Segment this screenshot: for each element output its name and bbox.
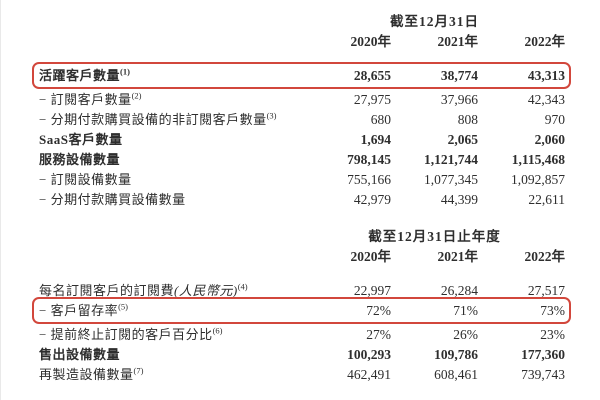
table-row-subscription-devices: − 訂閱設備數量 755,166 1,077,345 1,092,857 — [39, 170, 565, 190]
table-row-subscription-customers: − 訂閱客戶數量(2) 27,975 37,966 42,343 — [39, 90, 565, 110]
value-2020: 27% — [366, 327, 391, 342]
row-label: − 訂閱客戶數量(2) — [39, 90, 142, 107]
value-2021: 26% — [453, 327, 478, 342]
value-2020: 100,293 — [347, 347, 391, 362]
footnote-sup: (6) — [212, 325, 223, 336]
table-row-devices-in-service: 服務設備數量 798,145 1,121,744 1,115,468 — [39, 150, 565, 170]
value-2021: 44,399 — [440, 192, 478, 207]
value-2022: 1,092,857 — [511, 172, 565, 187]
table-row-remanufactured-devices: 再製造設備數量(7) 462,491 608,461 739,743 — [39, 365, 565, 385]
row-label: 活躍客戶數量(1) — [39, 66, 130, 83]
table1-year-headers: 2020年 2021年 2022年 — [39, 32, 566, 52]
row-label: 再製造設備數量(7) — [39, 365, 144, 382]
table2-period-header-row: 截至12月31日止年度 — [39, 227, 565, 247]
table2-year-2022: 2022年 — [524, 249, 566, 264]
value-2020: 28,655 — [353, 68, 391, 83]
value-2021: 1,121,744 — [424, 152, 478, 167]
value-2022: 1,115,468 — [511, 152, 565, 167]
value-2021: 2,065 — [447, 132, 478, 147]
value-2022: 23% — [540, 327, 565, 342]
value-2022: 739,743 — [521, 367, 565, 382]
row-label: SaaS客戶數量 — [39, 132, 123, 147]
row-label: − 客戶留存率(5) — [39, 301, 129, 318]
footnote-sup: (5) — [118, 301, 129, 312]
table-row-saas-customers: SaaS客戶數量 1,694 2,065 2,060 — [39, 130, 565, 150]
spacer — [39, 12, 304, 32]
value-2020: 27,975 — [353, 92, 391, 107]
value-2020: 42,979 — [353, 192, 391, 207]
value-2021: 608,461 — [434, 367, 478, 382]
table1-year-2020: 2020年 — [350, 34, 392, 49]
table-row-installment-non-subscription-customers: − 分期付款購買設備的非訂閱客戶數量(3) 680 808 970 — [39, 110, 565, 130]
footnote-sup: (4) — [237, 281, 248, 292]
table1-year-2021: 2021年 — [437, 34, 479, 49]
row-label: − 提前終止訂閱的客戶百分比(6) — [39, 325, 223, 342]
footnote-sup: (2) — [131, 90, 142, 101]
value-2022: 2,060 — [534, 132, 565, 147]
value-2020: 22,997 — [353, 283, 391, 298]
value-2022: 43,313 — [527, 68, 565, 83]
value-2021: 37,966 — [440, 92, 478, 107]
value-2022: 22,611 — [528, 192, 565, 207]
table2-year-2020: 2020年 — [350, 249, 392, 264]
table1-year-2022: 2022年 — [524, 34, 566, 49]
row-label: − 訂閱設備數量 — [39, 172, 132, 187]
spacer — [39, 32, 304, 52]
row-label: 服務設備數量 — [39, 152, 121, 167]
footnote-sup: (3) — [266, 110, 277, 121]
value-2022: 970 — [544, 112, 565, 127]
row-label: − 分期付款購買設備的非訂閱客戶數量(3) — [39, 110, 277, 127]
value-2020: 755,166 — [347, 172, 391, 187]
table-row-devices-sold: 售出設備數量 100,293 109,786 177,360 — [39, 345, 565, 365]
row-label: 每名訂閱客戶的訂閱費(人民幣元)(4) — [39, 281, 248, 298]
row-label-currency-note: (人民幣元) — [174, 283, 238, 298]
value-2022: 42,343 — [527, 92, 565, 107]
row-label: 售出設備數量 — [39, 347, 121, 362]
spacer — [39, 247, 304, 267]
value-2020: 680 — [370, 112, 391, 127]
row-label: − 分期付款購買設備數量 — [39, 192, 186, 207]
table-row-early-termination-percentage: − 提前終止訂閱的客戶百分比(6) 27% 26% 23% — [39, 325, 565, 345]
value-2021: 26,284 — [440, 283, 478, 298]
value-2021: 808 — [457, 112, 478, 127]
table-row-customer-retention-rate: − 客戶留存率(5) 72% 71% 73% — [32, 297, 571, 324]
value-2022: 177,360 — [521, 347, 565, 362]
table2-year-headers: 2020年 2021年 2022年 — [39, 247, 566, 267]
value-2020: 1,694 — [360, 132, 391, 147]
value-2022: 73% — [540, 303, 565, 318]
table2-year-2021: 2021年 — [437, 249, 479, 264]
value-2020: 72% — [366, 303, 391, 318]
value-2022: 27,517 — [527, 283, 565, 298]
value-2020: 462,491 — [347, 367, 391, 382]
value-2021: 71% — [453, 303, 478, 318]
value-2021: 38,774 — [440, 68, 478, 83]
value-2021: 109,786 — [434, 347, 478, 362]
footnote-sup: (7) — [133, 365, 144, 376]
table1-period-header-row: 截至12月31日 — [39, 12, 565, 32]
table2-period-header: 截至12月31日止年度 — [368, 229, 501, 244]
table-row-active-customers: 活躍客戶數量(1) 28,655 38,774 43,313 — [32, 62, 571, 89]
table-row-subscription-fee-per-customer: 每名訂閱客戶的訂閱費(人民幣元)(4) 22,997 26,284 27,517 — [39, 281, 565, 301]
footnote-sup: (1) — [120, 66, 130, 77]
table-row-installment-purchase-devices: − 分期付款購買設備數量 42,979 44,399 22,611 — [39, 190, 565, 210]
value-2021: 1,077,345 — [424, 172, 478, 187]
spacer — [39, 227, 304, 247]
table1-period-header: 截至12月31日 — [390, 14, 479, 29]
value-2020: 798,145 — [347, 152, 391, 167]
